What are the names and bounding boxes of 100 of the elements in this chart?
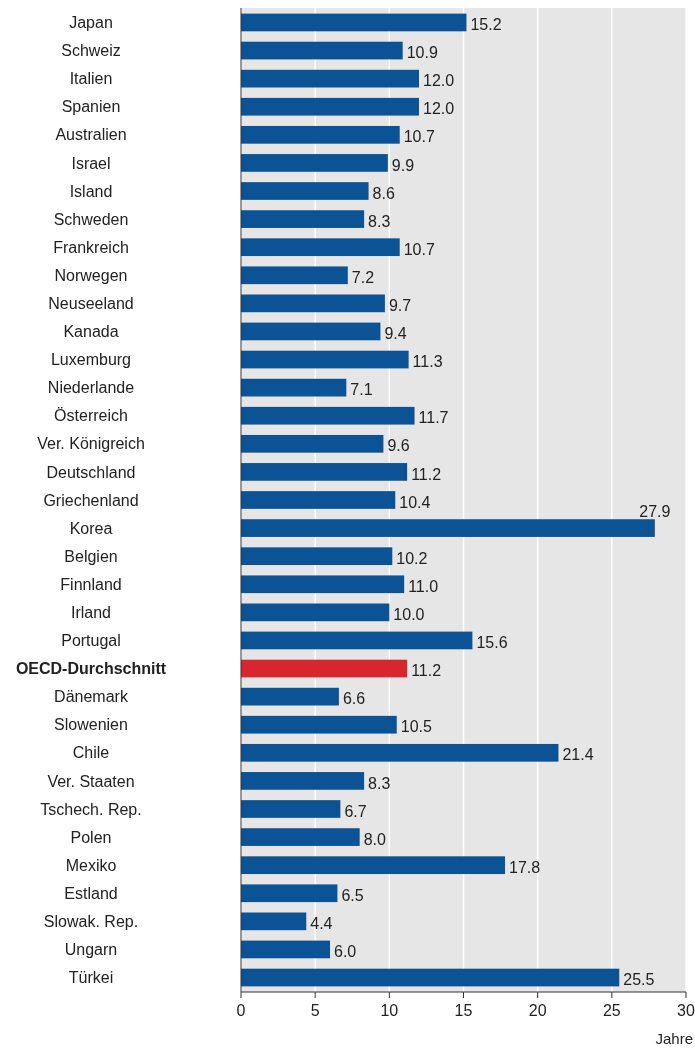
y-tick-label: Frankreich xyxy=(53,238,129,256)
y-tick-label: Spanien xyxy=(61,98,121,116)
data-label: 9.7 xyxy=(388,296,412,314)
data-label: 11.2 xyxy=(411,465,442,483)
data-label: 17.8 xyxy=(509,858,541,876)
y-tick-label: Island xyxy=(69,182,113,200)
y-tick-label: Ungarn xyxy=(64,941,118,959)
data-label: 10.7 xyxy=(403,240,435,258)
bar xyxy=(241,41,403,60)
x-tick-label: 10 xyxy=(380,1002,399,1019)
data-label: 9.9 xyxy=(391,156,415,174)
data-label: 10.9 xyxy=(406,44,438,62)
y-tick-label: Österreich xyxy=(54,407,128,425)
y-tick-label: Neuseeland xyxy=(48,294,134,312)
bar xyxy=(241,800,341,818)
x-tick-label: 5 xyxy=(310,1002,320,1019)
y-tick-label: Schweden xyxy=(53,210,129,228)
bar xyxy=(241,97,419,116)
bar xyxy=(241,772,365,790)
bar xyxy=(241,603,390,622)
data-label: 4.4 xyxy=(310,914,333,932)
bar xyxy=(241,884,338,903)
bar xyxy=(241,266,348,285)
bar xyxy=(241,434,384,453)
data-label: 9.6 xyxy=(387,437,410,455)
data-label: 6.7 xyxy=(344,802,367,820)
bar xyxy=(241,491,396,509)
bar xyxy=(241,125,400,144)
bar xyxy=(241,687,339,706)
data-label: 6.6 xyxy=(342,690,366,708)
bar xyxy=(241,154,388,172)
data-label: 6.0 xyxy=(334,943,357,961)
bar xyxy=(241,575,405,594)
bar xyxy=(241,856,506,875)
y-tick-label: Australien xyxy=(55,126,127,144)
bar xyxy=(241,182,369,200)
data-label: 10.4 xyxy=(399,493,431,511)
y-tick-label: Luxemburg xyxy=(50,351,132,369)
y-tick-label: Finnland xyxy=(60,575,122,593)
y-tick-label: Japan xyxy=(69,14,113,32)
x-tick-label: 30 xyxy=(677,1002,695,1019)
bar xyxy=(241,69,419,88)
y-tick-label: Mexiko xyxy=(65,856,117,874)
y-tick-label: Niederlande xyxy=(47,379,135,397)
y-tick-label: Korea xyxy=(69,519,113,537)
bar xyxy=(241,631,473,650)
data-label: 10.0 xyxy=(393,605,425,623)
bar xyxy=(241,13,467,32)
y-tick-label: Türkei xyxy=(68,969,114,987)
bar xyxy=(241,715,397,734)
bar xyxy=(241,659,408,678)
y-tick-label: Italien xyxy=(69,70,113,88)
bar xyxy=(241,968,620,987)
y-tick-label: Polen xyxy=(70,828,112,846)
bar xyxy=(241,828,360,846)
data-label: 7.2 xyxy=(351,268,375,286)
data-label: 8.3 xyxy=(368,212,391,230)
x-tick-label: 15 xyxy=(454,1002,473,1019)
data-label: 9.4 xyxy=(384,325,407,343)
bar xyxy=(241,519,655,537)
y-tick-label: Norwegen xyxy=(54,266,128,284)
data-label: 6.5 xyxy=(341,886,364,904)
data-label: 7.1 xyxy=(350,381,373,399)
data-label: 11.2 xyxy=(411,662,442,680)
bar xyxy=(241,378,347,397)
data-label: 8.6 xyxy=(372,184,395,202)
y-tick-label: Ver. Staaten xyxy=(47,772,135,790)
bar xyxy=(241,912,307,931)
bar xyxy=(241,547,393,566)
x-tick-label: 20 xyxy=(528,1002,547,1019)
bar xyxy=(241,294,385,313)
data-label: 25.5 xyxy=(623,971,655,989)
y-tick-label: Deutschland xyxy=(46,463,136,481)
y-tick-label: Irland xyxy=(70,603,112,621)
bar xyxy=(241,743,559,762)
x-tick-label: 0 xyxy=(236,1002,246,1019)
y-tick-label: Belgien xyxy=(64,547,118,565)
data-label: 12.0 xyxy=(423,72,455,90)
y-tick-label: Kanada xyxy=(63,323,119,341)
y-tick-label: Griechenland xyxy=(43,491,139,509)
bar xyxy=(241,406,415,425)
bar xyxy=(241,463,408,481)
bar xyxy=(241,210,365,228)
y-tick-label: Dänemark xyxy=(54,688,129,706)
y-tick-label: Slowak. Rep. xyxy=(43,912,139,930)
data-label: 8.3 xyxy=(368,774,391,792)
y-tick-label: Chile xyxy=(72,744,110,762)
data-label: 15.6 xyxy=(476,634,508,652)
data-label: 10.2 xyxy=(396,549,428,567)
x-axis-title: Jahre xyxy=(655,1030,693,1047)
data-label: 11.0 xyxy=(408,577,439,595)
data-label: 8.0 xyxy=(363,830,387,848)
data-label: 10.7 xyxy=(403,128,435,146)
bar xyxy=(241,322,381,341)
data-label: 12.0 xyxy=(423,100,455,118)
y-tick-label: Ver. Königreich xyxy=(37,435,145,453)
y-tick-label: Portugal xyxy=(61,632,121,650)
y-tick-label: Estland xyxy=(64,884,118,902)
data-label: 11.7 xyxy=(418,409,449,427)
data-label: 11.3 xyxy=(412,353,443,371)
